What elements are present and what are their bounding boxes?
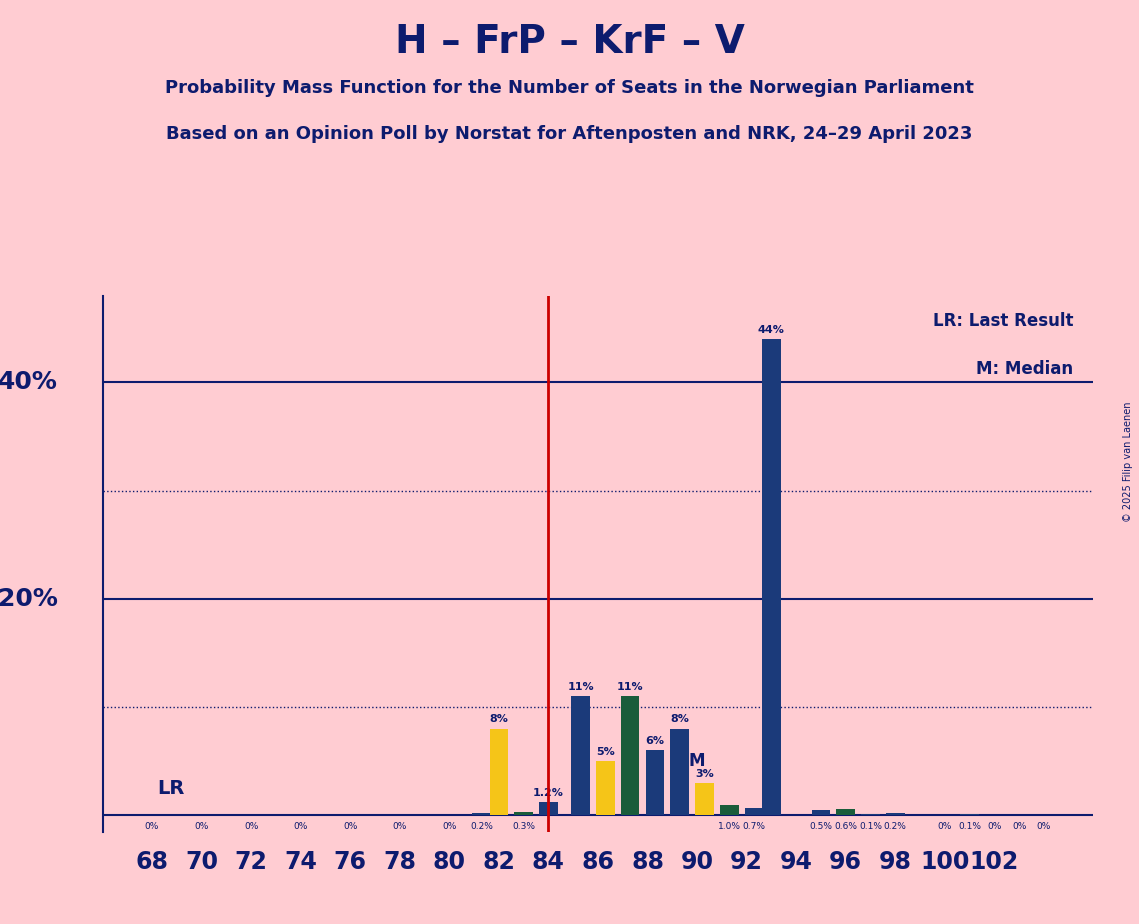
Text: 0%: 0% [1011,821,1026,831]
Text: 0%: 0% [393,821,407,831]
Bar [515,812,533,815]
Text: 0%: 0% [195,821,208,831]
Text: 0.2%: 0.2% [884,821,907,831]
Text: 1.2%: 1.2% [533,788,564,798]
Bar [861,814,879,815]
Text: 0%: 0% [145,821,159,831]
Bar [490,729,508,815]
Text: M: Median: M: Median [976,360,1074,378]
Text: 0%: 0% [343,821,358,831]
Bar [836,808,855,815]
Bar [646,750,664,815]
Text: 6%: 6% [646,736,664,746]
Text: LR: LR [157,779,185,797]
Bar [596,761,615,815]
Text: 8%: 8% [670,714,689,724]
Text: 44%: 44% [757,324,785,334]
Text: 0.1%: 0.1% [859,821,882,831]
Text: 20%: 20% [0,587,58,611]
Text: 5%: 5% [596,747,615,757]
Bar [886,813,904,815]
Bar [762,339,780,815]
Text: 11%: 11% [617,682,644,692]
Text: 1.0%: 1.0% [718,821,740,831]
Text: 0%: 0% [1036,821,1051,831]
Text: 0%: 0% [937,821,952,831]
Text: © 2025 Filip van Laenen: © 2025 Filip van Laenen [1123,402,1133,522]
Text: H – FrP – KrF – V: H – FrP – KrF – V [394,23,745,61]
Bar [812,810,830,815]
Bar [572,697,590,815]
Text: 0.3%: 0.3% [513,821,535,831]
Text: 0%: 0% [244,821,259,831]
Text: 0.7%: 0.7% [743,821,765,831]
Text: M: M [689,752,705,771]
Text: 40%: 40% [0,371,58,395]
Text: 3%: 3% [695,769,714,779]
Bar [960,814,978,815]
Text: 11%: 11% [567,682,593,692]
Text: 0.6%: 0.6% [834,821,858,831]
Text: Probability Mass Function for the Number of Seats in the Norwegian Parliament: Probability Mass Function for the Number… [165,79,974,96]
Bar [695,783,714,815]
Text: Based on an Opinion Poll by Norstat for Aftenposten and NRK, 24–29 April 2023: Based on an Opinion Poll by Norstat for … [166,125,973,142]
Text: 0%: 0% [294,821,308,831]
Text: 0%: 0% [442,821,457,831]
Bar [473,813,491,815]
Bar [671,729,689,815]
Bar [539,802,558,815]
Bar [745,808,763,815]
Bar [621,697,639,815]
Text: 0%: 0% [988,821,1001,831]
Text: 0.1%: 0.1% [958,821,981,831]
Text: LR: Last Result: LR: Last Result [933,311,1074,330]
Text: 8%: 8% [490,714,508,724]
Bar [720,805,738,815]
Text: 0.5%: 0.5% [810,821,833,831]
Text: 0.2%: 0.2% [470,821,493,831]
